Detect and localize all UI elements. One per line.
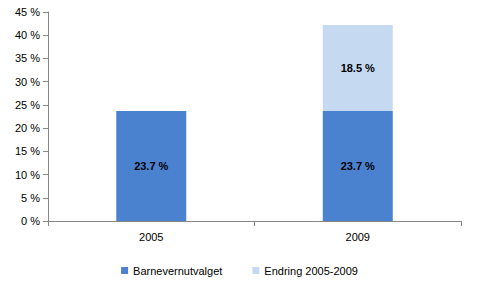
svg-text:Barnevernutvalget: Barnevernutvalget	[133, 265, 222, 277]
svg-text:23.7 %: 23.7 %	[341, 160, 375, 172]
svg-text:30 %: 30 %	[15, 76, 40, 88]
svg-text:23.7 %: 23.7 %	[134, 160, 168, 172]
svg-text:45 %: 45 %	[15, 6, 40, 18]
svg-text:2009: 2009	[346, 231, 370, 243]
svg-text:25 %: 25 %	[15, 99, 40, 111]
svg-text:2005: 2005	[139, 231, 163, 243]
svg-text:0 %: 0 %	[21, 215, 40, 227]
svg-text:5 %: 5 %	[21, 192, 40, 204]
svg-text:15 %: 15 %	[15, 145, 40, 157]
svg-text:20 %: 20 %	[15, 122, 40, 134]
svg-text:35 %: 35 %	[15, 52, 40, 64]
svg-text:18.5 %: 18.5 %	[341, 62, 375, 74]
svg-text:40 %: 40 %	[15, 29, 40, 41]
svg-text:10 %: 10 %	[15, 169, 40, 181]
svg-text:Endring 2005-2009: Endring 2005-2009	[264, 265, 358, 277]
